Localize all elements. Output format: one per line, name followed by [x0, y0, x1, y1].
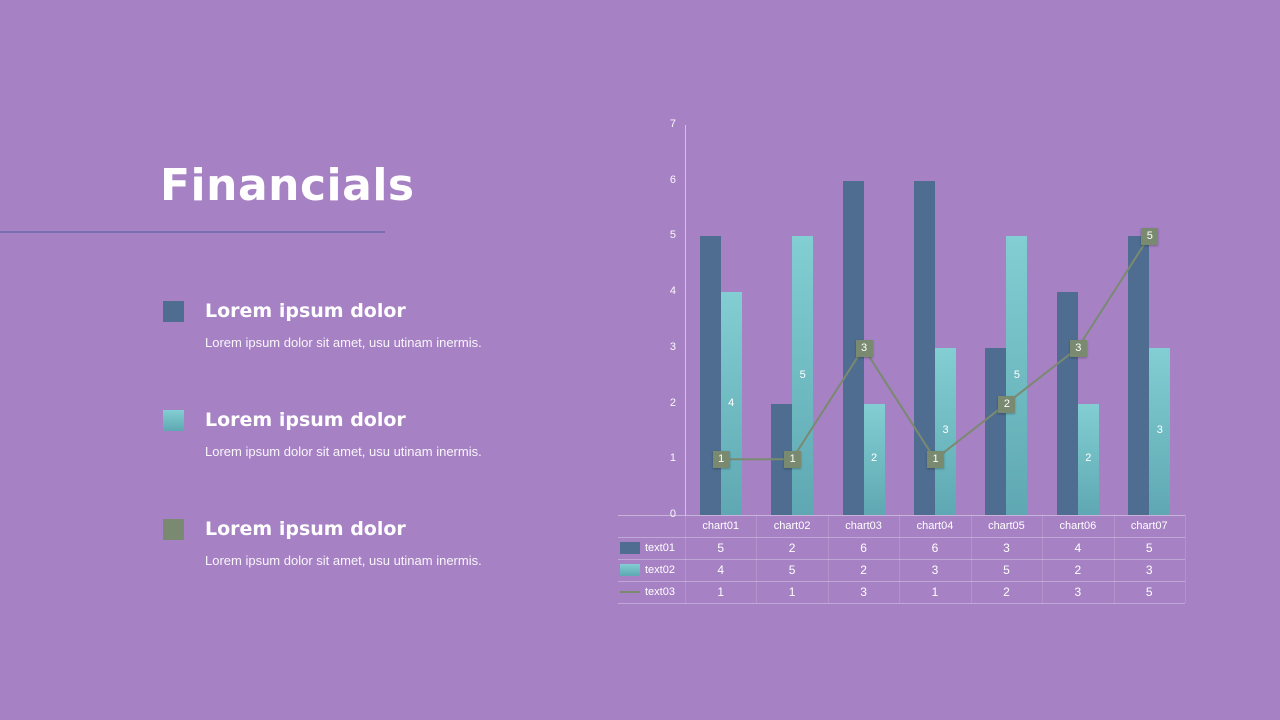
table-cell: 2 [860, 563, 867, 577]
table-row-line [618, 537, 1185, 538]
legend-body: Lorem ipsum dolor sit amet, usu utinam i… [205, 444, 482, 459]
series-name-label: text02 [645, 564, 675, 576]
slide-title: Financials [160, 160, 415, 211]
bar-text02 [935, 347, 956, 515]
x-axis-line [618, 515, 1185, 516]
table-column-line [1042, 515, 1044, 603]
y-axis-tick-label: 4 [669, 285, 676, 298]
legend-key-line-text03 [620, 591, 640, 593]
line-point-label: 2 [998, 395, 1016, 413]
table-cell: 5 [717, 541, 725, 555]
legend-block-text02: Lorem ipsum dolor Lorem ipsum dolor sit … [163, 409, 583, 459]
table-cell: 5 [788, 563, 796, 577]
bar-value-label: 3 [1156, 424, 1163, 437]
y-axis-tick-label: 0 [669, 508, 676, 520]
table-column-line [1113, 515, 1115, 603]
table-cell: 5 [1003, 563, 1010, 577]
table-cell: 4 [717, 563, 725, 577]
table-column-line [685, 515, 686, 603]
bar-text02 [792, 236, 814, 515]
legend-key-swatch-text02 [620, 564, 640, 576]
category-label: chart04 [916, 520, 954, 532]
y-axis-tick-label: 2 [669, 396, 676, 409]
financials-chart: 0 1 2 3 4 5 6 7 4 5 2 3 5 2 3 1 1 3 1 2 3 5 chart01 chart02 char… [618, 118, 1193, 613]
y-axis-tick-label: 5 [669, 229, 676, 242]
legend-heading: Lorem ipsum dolor [205, 409, 406, 431]
y-axis-line [685, 125, 686, 515]
table-cell: 3 [931, 563, 939, 577]
title-divider [0, 231, 385, 233]
table-column-line [756, 515, 758, 603]
legend-body: Lorem ipsum dolor sit amet, usu utinam i… [205, 553, 482, 568]
bar-value-label: 5 [799, 368, 806, 381]
table-column-line [1185, 515, 1186, 603]
legend-key-swatch-text01 [620, 542, 640, 554]
table-row-line [618, 603, 1185, 604]
bar-text01 [842, 180, 864, 515]
legend-swatch-text01 [163, 301, 184, 322]
table-cell: 6 [860, 541, 867, 555]
table-cell: 4 [1074, 541, 1082, 555]
bar-value-label: 3 [942, 424, 949, 437]
table-cell: 3 [1074, 585, 1082, 599]
bar-text02 [1006, 236, 1028, 515]
table-cell: 3 [860, 585, 867, 599]
table-cell: 1 [931, 585, 939, 599]
line-point-label: 3 [1069, 339, 1087, 357]
table-cell: 3 [1145, 563, 1153, 577]
line-point-label: 1 [712, 451, 730, 469]
table-cell: 2 [1003, 585, 1010, 599]
category-label: chart07 [1130, 520, 1168, 532]
bar-value-label: 2 [871, 452, 878, 465]
table-cell: 5 [1145, 541, 1153, 555]
line-point-label: 5 [1141, 228, 1159, 246]
series-name-label: text03 [645, 586, 675, 598]
bar-text02 [863, 403, 885, 515]
legend-heading: Lorem ipsum dolor [205, 518, 406, 540]
bar-text02 [1077, 403, 1099, 515]
table-cell: 1 [788, 585, 796, 599]
table-cell: 2 [788, 541, 796, 555]
table-column-line [970, 515, 972, 603]
bar-text02 [1149, 347, 1171, 515]
category-label: chart02 [773, 520, 811, 532]
legend-block-text03: Lorem ipsum dolor Lorem ipsum dolor sit … [163, 518, 583, 568]
table-cell: 2 [1074, 563, 1082, 577]
category-label: chart03 [845, 520, 882, 532]
bar-value-label: 2 [1085, 452, 1092, 465]
series-name-label: text01 [645, 542, 675, 554]
category-label: chart01 [702, 520, 740, 532]
table-row-line [618, 559, 1185, 560]
bar-text01 [699, 236, 721, 515]
bar-value-label: 5 [1013, 368, 1020, 381]
y-axis-tick-label: 1 [669, 452, 676, 465]
bar-text01 [914, 180, 935, 515]
table-cell: 6 [931, 541, 939, 555]
table-cell: 3 [1003, 541, 1010, 555]
table-column-line [827, 515, 829, 603]
bar-text01 [1128, 236, 1150, 515]
legend-swatch-text03 [163, 519, 184, 540]
table-cell: 5 [1145, 585, 1153, 599]
bar-value-label: 4 [728, 396, 735, 409]
line-point-label: 3 [855, 339, 873, 357]
legend-swatch-text02 [163, 410, 184, 431]
category-label: chart05 [988, 520, 1025, 532]
legend-heading: Lorem ipsum dolor [205, 300, 406, 322]
y-axis-tick-label: 6 [669, 173, 676, 186]
legend-body: Lorem ipsum dolor sit amet, usu utinam i… [205, 335, 482, 350]
y-axis-tick-label: 3 [669, 340, 676, 353]
line-point-label: 1 [927, 451, 944, 469]
bar-text01 [985, 347, 1007, 515]
table-cell: 1 [717, 585, 725, 599]
table-column-line [899, 515, 901, 603]
y-axis-tick-label: 7 [669, 118, 676, 130]
table-row-line [618, 581, 1185, 582]
legend-block-text01: Lorem ipsum dolor Lorem ipsum dolor sit … [163, 300, 583, 350]
category-label: chart06 [1059, 520, 1097, 532]
line-point-label: 1 [784, 451, 802, 469]
